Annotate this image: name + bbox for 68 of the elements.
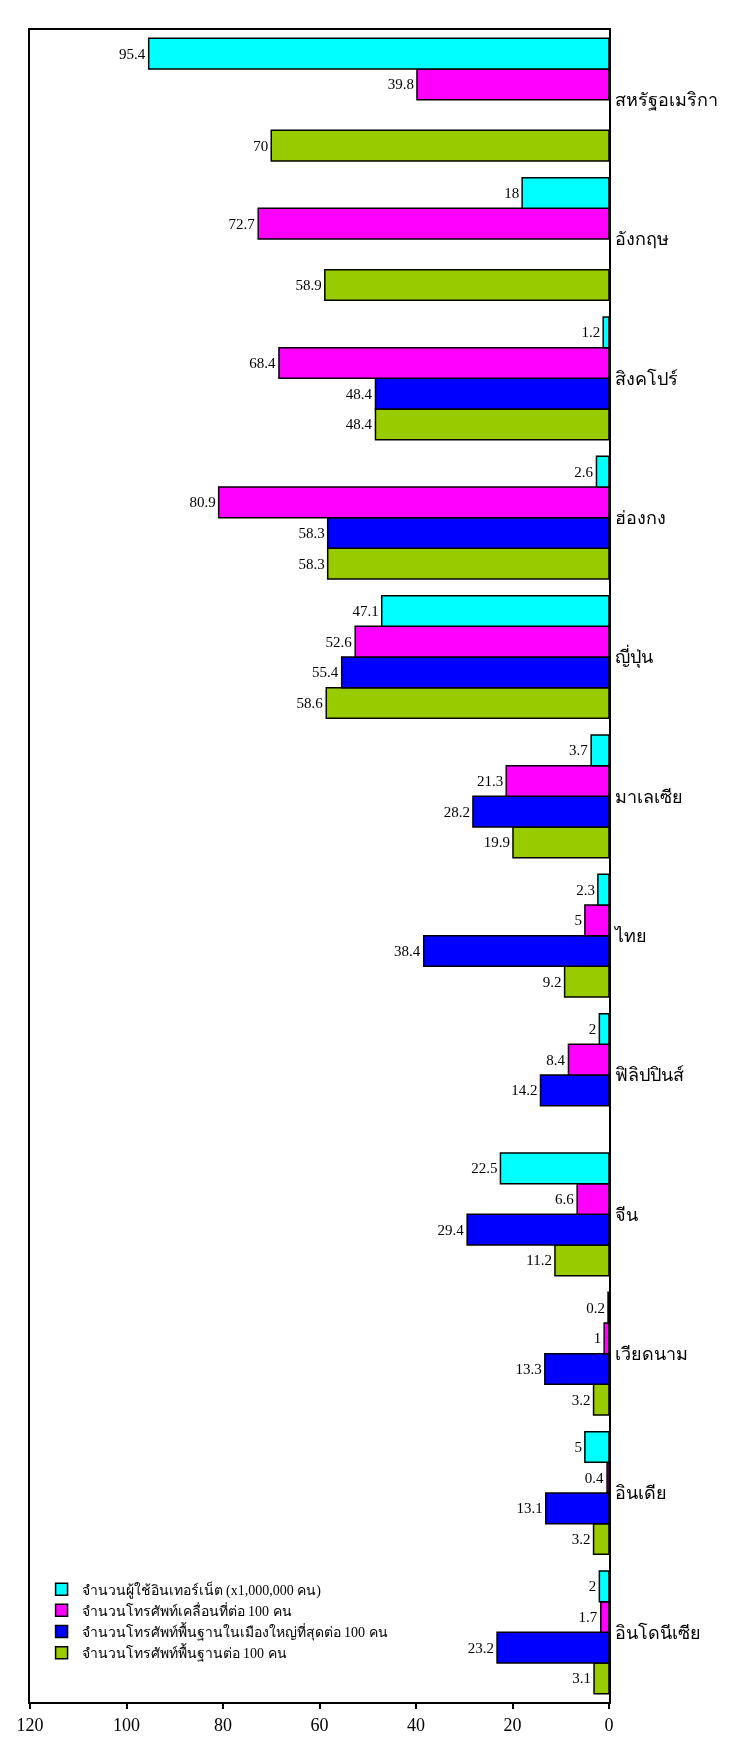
x-tick-label: 100 bbox=[113, 1714, 140, 1735]
data-label: 5 bbox=[574, 912, 582, 929]
data-label: 11.2 bbox=[526, 1252, 552, 1269]
data-label: 58.9 bbox=[295, 276, 322, 293]
y-tick-label: เวียดนาม bbox=[614, 1343, 688, 1364]
data-label: 58.3 bbox=[298, 524, 325, 541]
data-label: 95.4 bbox=[118, 45, 146, 62]
data-label: 3.2 bbox=[571, 1391, 591, 1408]
y-tick-label: ญี่ปุ่น bbox=[614, 644, 653, 669]
data-label: 1.2 bbox=[581, 324, 601, 341]
data-label: 0.4 bbox=[584, 1469, 605, 1486]
data-label: 6.6 bbox=[554, 1191, 575, 1208]
data-label: 5 bbox=[574, 1439, 582, 1456]
data-label: 23.2 bbox=[467, 1639, 495, 1656]
data-label: 48.4 bbox=[345, 416, 373, 433]
data-label: 3.2 bbox=[571, 1530, 591, 1547]
data-label: 1.7 bbox=[578, 1609, 598, 1626]
x-tick-label: 0 bbox=[604, 1714, 614, 1735]
x-tick-label: 40 bbox=[407, 1714, 425, 1735]
data-label: 70 bbox=[253, 137, 269, 154]
data-label: 38.4 bbox=[393, 942, 421, 959]
data-label: 2.6 bbox=[574, 463, 594, 480]
legend-label: จำนวนผู้ใช้อินเทอร์เน็ต (x1,000,000 คน) bbox=[81, 1580, 322, 1599]
data-label: 13.3 bbox=[515, 1360, 542, 1377]
data-label: 3.1 bbox=[572, 1670, 592, 1687]
data-label: 48.4 bbox=[345, 385, 373, 402]
x-tick-label: 80 bbox=[214, 1714, 232, 1735]
data-label: 13.1 bbox=[516, 1500, 543, 1517]
data-label: 39.8 bbox=[387, 76, 414, 93]
legend-label: จำนวนโทรศัพท์พื้นฐานต่อ 100 คน bbox=[81, 1643, 287, 1663]
data-label: 2 bbox=[588, 1021, 597, 1038]
data-label: 1 bbox=[593, 1330, 602, 1347]
data-label: 52.6 bbox=[325, 633, 353, 650]
x-tick-label: 120 bbox=[16, 1714, 44, 1735]
y-tick-label: สหรัฐอเมริกา bbox=[614, 89, 718, 111]
data-label: 28.2 bbox=[443, 803, 470, 820]
y-tick-label: ฟิลิปปินส์ bbox=[614, 1065, 684, 1086]
legend-label: จำนวนโทรศัพท์เคลื่อนที่ต่อ 100 คน bbox=[81, 1601, 292, 1619]
legend-label: จำนวนโทรศัพท์พื้นฐานในเมืองใหญ่ที่สุดต่อ 100 คน bbox=[81, 1622, 388, 1642]
x-tick-label: 60 bbox=[310, 1714, 329, 1735]
data-label: 58.3 bbox=[298, 555, 325, 572]
data-label: 19.9 bbox=[483, 834, 510, 851]
data-label: 0.2 bbox=[586, 1299, 606, 1316]
y-tick-label: ฮ่องกง bbox=[614, 507, 666, 528]
data-label: 14.2 bbox=[511, 1082, 538, 1099]
y-tick-label: อังกฤษ bbox=[614, 229, 669, 250]
y-tick-label: อินเดีย bbox=[614, 1483, 667, 1504]
data-label: 58.6 bbox=[296, 694, 324, 711]
data-label: 68.4 bbox=[249, 355, 276, 372]
data-label: 29.4 bbox=[437, 1221, 465, 1238]
x-tick-label: 20 bbox=[503, 1714, 522, 1735]
y-tick-label: ไทย bbox=[612, 924, 647, 946]
data-label: 8.4 bbox=[546, 1051, 566, 1068]
data-label: 9.2 bbox=[542, 973, 562, 990]
data-label: 72.7 bbox=[228, 215, 256, 232]
data-label: 2 bbox=[588, 1578, 597, 1595]
data-label: 47.1 bbox=[352, 603, 379, 620]
data-label: 22.5 bbox=[471, 1160, 498, 1177]
data-label: 21.3 bbox=[476, 773, 504, 790]
y-tick-label: จีน bbox=[614, 1204, 638, 1225]
y-tick-label: มาเลเซีย bbox=[614, 786, 683, 807]
data-label: 80.9 bbox=[189, 494, 216, 511]
data-label: 2.3 bbox=[576, 881, 595, 898]
data-label: 18 bbox=[504, 185, 520, 202]
data-label: 55.4 bbox=[311, 664, 339, 681]
y-tick-label: สิงคโปร์ bbox=[614, 367, 678, 389]
y-tick-label: อินโดนีเซีย bbox=[614, 1621, 701, 1643]
data-label: 3.7 bbox=[568, 742, 589, 759]
